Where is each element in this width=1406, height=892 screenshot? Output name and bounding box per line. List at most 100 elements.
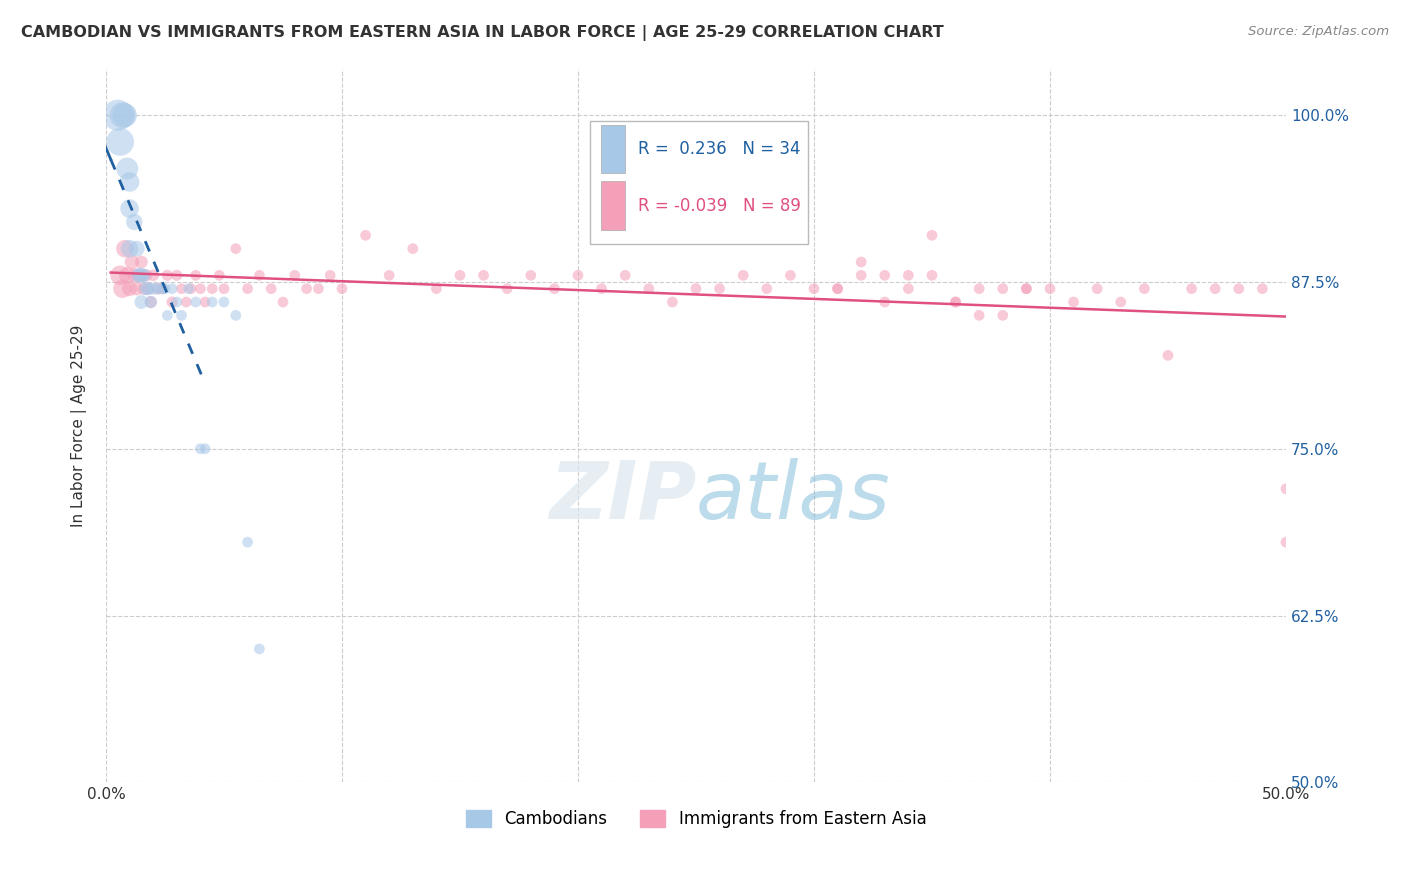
Point (152, 282, 174, 296)
Point (1157, 348, 1180, 362)
Point (212, 295, 235, 310)
Point (295, 282, 318, 296)
Point (945, 295, 967, 310)
Point (1204, 282, 1226, 296)
Point (991, 309, 1014, 323)
Point (733, 268, 755, 283)
Point (225, 309, 247, 323)
Point (1015, 282, 1038, 296)
Point (139, 295, 162, 310)
Point (637, 282, 659, 296)
Point (194, 442, 217, 456)
Point (160, 295, 183, 310)
Text: CAMBODIAN VS IMMIGRANTS FROM EASTERN ASIA IN LABOR FORCE | AGE 25-29 CORRELATION: CAMBODIAN VS IMMIGRANTS FROM EASTERN ASI… (21, 25, 943, 41)
Text: R =  0.236   N = 34: R = 0.236 N = 34 (638, 140, 800, 158)
Point (1275, 535, 1298, 549)
Point (755, 282, 778, 296)
Point (247, 268, 270, 283)
Point (1227, 282, 1250, 296)
Point (131, 295, 153, 310)
Point (330, 282, 353, 296)
Point (108, 268, 131, 283)
Point (174, 295, 197, 310)
Point (284, 268, 307, 283)
Point (146, 282, 169, 296)
Point (827, 282, 849, 296)
Point (108, 135, 131, 149)
Point (115, 268, 138, 283)
Point (160, 282, 183, 296)
Point (142, 268, 165, 283)
Point (354, 228, 377, 243)
Point (142, 282, 165, 296)
Point (849, 255, 872, 269)
Point (520, 268, 543, 283)
Point (166, 295, 188, 310)
Point (779, 268, 801, 283)
Point (146, 282, 169, 296)
Point (180, 282, 202, 296)
Point (225, 242, 247, 256)
Point (124, 268, 146, 283)
Point (1109, 295, 1132, 310)
Point (152, 282, 174, 296)
Point (138, 282, 160, 296)
Point (945, 295, 967, 310)
Point (166, 268, 188, 283)
Point (685, 282, 707, 296)
Point (709, 282, 731, 296)
Point (1251, 282, 1274, 296)
Point (201, 282, 224, 296)
Point (1063, 295, 1085, 310)
Point (201, 295, 224, 310)
Point (118, 242, 141, 256)
Point (319, 268, 342, 283)
Point (236, 282, 259, 296)
Point (543, 282, 565, 296)
Point (170, 309, 193, 323)
Point (496, 282, 519, 296)
Point (135, 282, 157, 296)
Point (118, 202, 141, 216)
Point (125, 242, 148, 256)
Point (135, 268, 157, 283)
Point (873, 295, 896, 310)
Point (184, 268, 207, 283)
Point (967, 282, 990, 296)
Point (208, 268, 231, 283)
Point (128, 268, 150, 283)
Point (614, 268, 637, 283)
Point (472, 268, 495, 283)
Point (111, 108, 134, 122)
Point (1133, 282, 1156, 296)
Text: Source: ZipAtlas.com: Source: ZipAtlas.com (1249, 25, 1389, 38)
Point (1180, 282, 1202, 296)
Point (402, 242, 425, 256)
Point (190, 282, 212, 296)
Point (1039, 282, 1062, 296)
Point (111, 282, 134, 296)
Point (194, 295, 217, 310)
Point (118, 175, 141, 189)
Point (156, 309, 179, 323)
Point (991, 282, 1014, 296)
Legend: Cambodians, Immigrants from Eastern Asia: Cambodians, Immigrants from Eastern Asia (458, 803, 934, 835)
Point (260, 282, 283, 296)
Text: R = -0.039   N = 89: R = -0.039 N = 89 (638, 196, 800, 215)
Point (921, 268, 943, 283)
Point (827, 282, 849, 296)
Point (138, 282, 160, 296)
Point (967, 309, 990, 323)
Text: atlas: atlas (696, 458, 891, 536)
Point (661, 295, 683, 310)
Point (378, 268, 401, 283)
Point (114, 242, 136, 256)
Text: ZIP: ZIP (548, 458, 696, 536)
Point (873, 268, 896, 283)
Point (190, 442, 212, 456)
Point (307, 282, 329, 296)
Point (236, 535, 259, 549)
Point (1275, 482, 1298, 496)
Point (212, 282, 235, 296)
Point (849, 268, 872, 283)
